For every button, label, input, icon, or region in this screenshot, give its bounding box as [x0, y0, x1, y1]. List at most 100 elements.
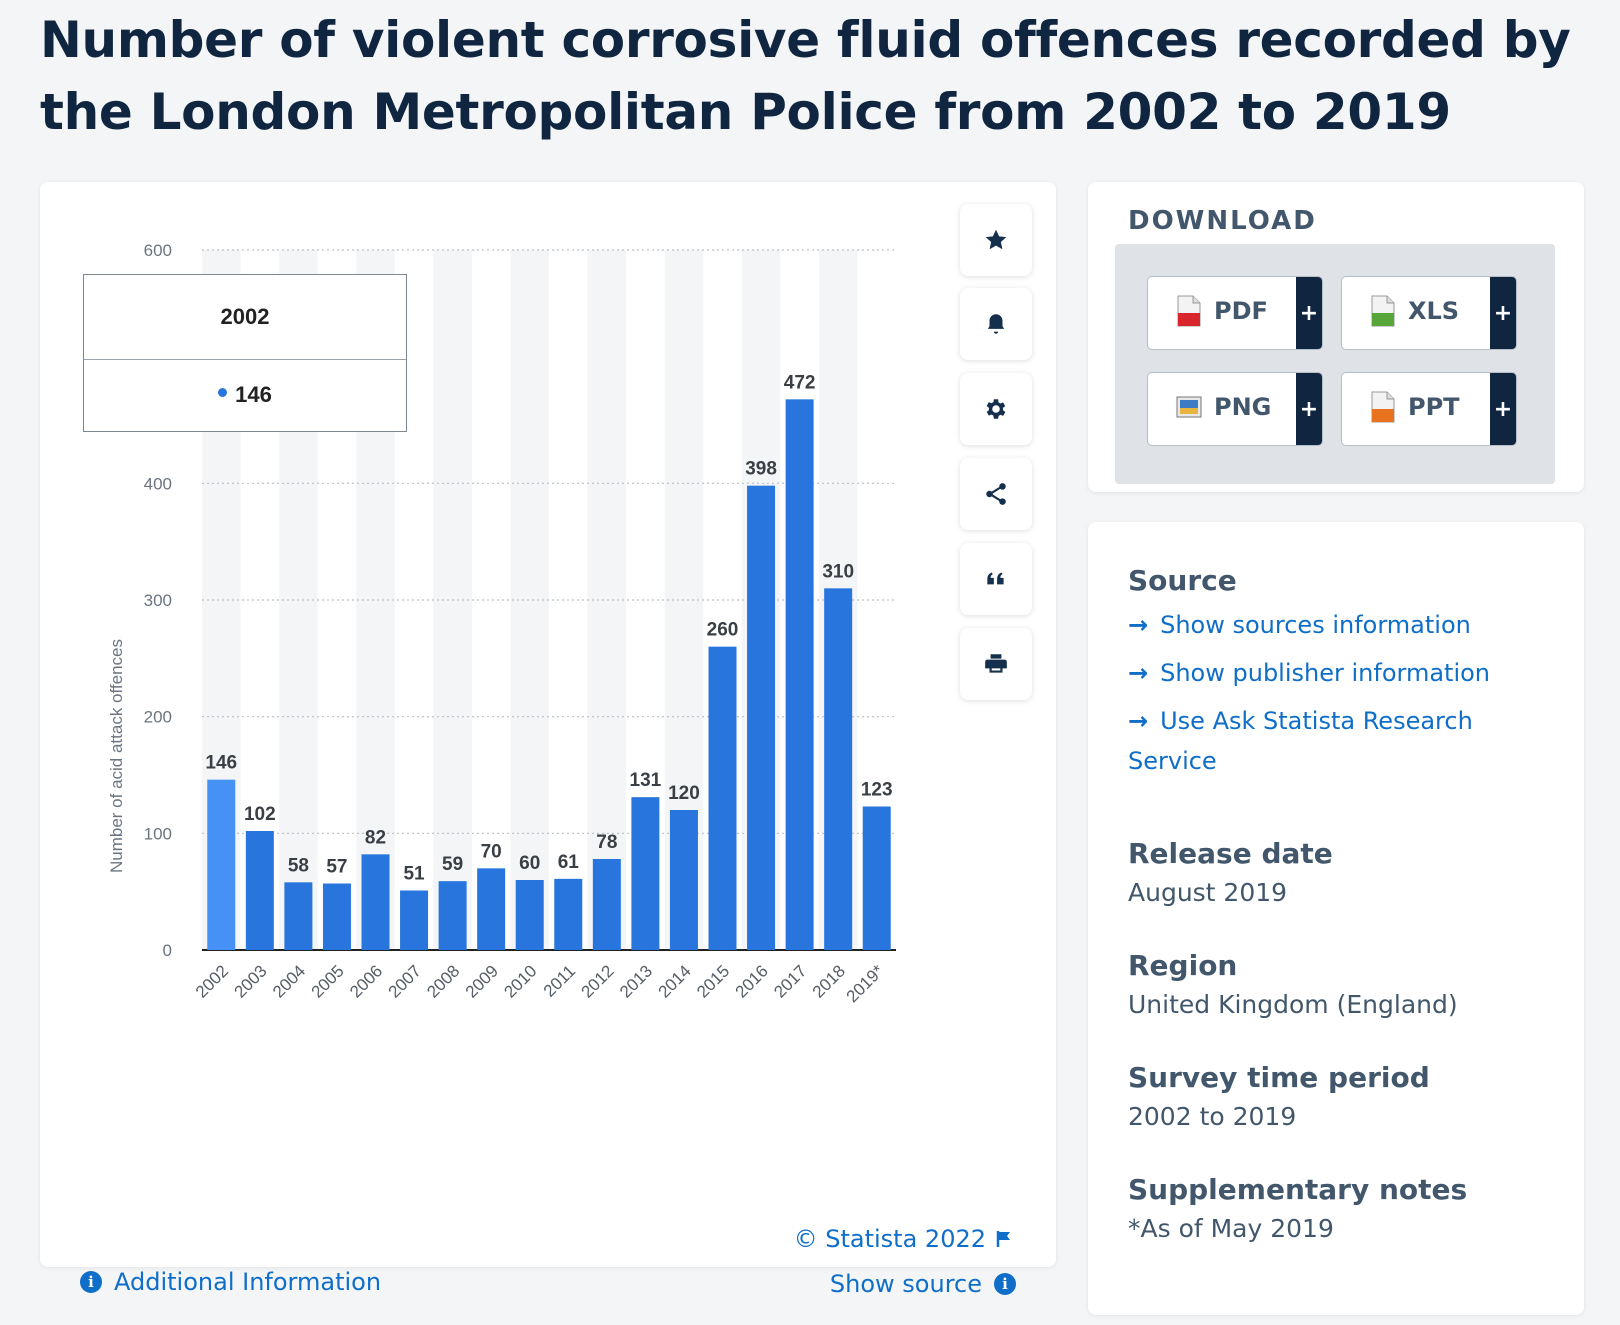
- notes-label: Supplementary notes: [1128, 1173, 1468, 1206]
- ask-statista-text: Use Ask Statista Research Service: [1128, 707, 1473, 775]
- bar-value-label: 102: [244, 804, 276, 825]
- x-tick-label: 2003: [230, 961, 270, 1001]
- bar-value-label: 51: [403, 864, 425, 885]
- x-tick-label: 2013: [616, 961, 656, 1001]
- png-file-icon: [1176, 396, 1202, 418]
- bar-value-label: 57: [326, 857, 347, 878]
- png-plus[interactable]: +: [1296, 373, 1322, 445]
- bar: [284, 882, 313, 950]
- pdf-plus[interactable]: +: [1296, 277, 1322, 349]
- notification-button[interactable]: [960, 288, 1032, 360]
- info-icon: i: [994, 1273, 1016, 1295]
- chart-card: 0 100 200 300 400 600 Number of acid attack of…: [40, 182, 1056, 1298]
- pdf-file-icon: [1177, 295, 1201, 327]
- notes-section: Supplementary notes *As of May 2019: [1128, 1173, 1558, 1243]
- x-tick-label: 2015: [693, 961, 733, 1001]
- y-tick-label: 400: [144, 474, 172, 493]
- bell-icon: [987, 314, 1005, 334]
- download-xls-button[interactable]: XLS +: [1341, 276, 1517, 350]
- ppt-file-icon: [1371, 391, 1395, 423]
- survey-value: 2002 to 2019: [1128, 1102, 1297, 1131]
- x-tick-label: 2018: [809, 961, 849, 1001]
- copyright[interactable]: © Statista 2022: [794, 1225, 1012, 1253]
- copyright-text: © Statista 2022: [793, 1225, 986, 1253]
- y-tick-label: 0: [163, 941, 172, 960]
- survey-section: Survey time period 2002 to 2019: [1128, 1061, 1558, 1131]
- notes-value: *As of May 2019: [1128, 1214, 1334, 1243]
- x-tick-label: 2012: [577, 961, 617, 1001]
- y-tick-label: 600: [144, 241, 172, 260]
- share-button[interactable]: [960, 458, 1032, 530]
- share-icon: [986, 483, 1006, 505]
- settings-button[interactable]: [960, 373, 1032, 445]
- download-ppt-button[interactable]: PPT +: [1341, 372, 1517, 446]
- bar-value-label: 60: [519, 853, 540, 874]
- bar: [824, 588, 853, 950]
- flag-icon: [996, 1231, 1010, 1247]
- bar: [477, 868, 506, 950]
- bar: [322, 883, 351, 950]
- additional-information-link[interactable]: i Additional Information: [80, 1268, 381, 1296]
- show-source-link[interactable]: Show source i: [830, 1270, 1016, 1298]
- cite-button[interactable]: [960, 543, 1032, 615]
- bar-value-label: 58: [288, 855, 309, 876]
- x-tick-label: 2016: [732, 961, 772, 1001]
- metadata-card: Source → Show sources information → Show p…: [1088, 522, 1584, 1315]
- ppt-label: PPT: [1408, 393, 1460, 421]
- bar: [361, 854, 390, 950]
- bar-value-label: 146: [205, 753, 237, 774]
- download-pdf-button[interactable]: PDF +: [1147, 276, 1323, 350]
- download-png-button[interactable]: PNG +: [1147, 372, 1323, 446]
- bar: [592, 859, 621, 950]
- x-tick-label: 2007: [385, 961, 425, 1001]
- png-label: PNG: [1214, 393, 1272, 421]
- bar: [207, 779, 236, 950]
- source-label: Source: [1128, 564, 1237, 597]
- page-title: Number of violent corrosive fluid offenc…: [40, 11, 1571, 141]
- y-tick-label: 100: [144, 824, 172, 843]
- favorite-button[interactable]: [960, 204, 1032, 276]
- release-label: Release date: [1128, 837, 1333, 870]
- bar-value-label: 398: [745, 459, 777, 480]
- bar: [708, 646, 737, 950]
- bar-value-label: 310: [822, 561, 854, 582]
- download-panel: PDF + XLS + PNG +: [1115, 244, 1555, 484]
- show-sources-link[interactable]: → Show sources information: [1128, 605, 1558, 645]
- bar-value-label: 120: [668, 783, 700, 804]
- release-section: Release date August 2019: [1128, 837, 1558, 907]
- x-tick-label: 2017: [770, 961, 810, 1001]
- quote-icon: [987, 572, 1004, 585]
- x-tick-label: 2011: [540, 961, 579, 1000]
- x-tick-label: 2005: [308, 961, 348, 1001]
- print-icon: [985, 654, 1007, 673]
- download-heading: DOWNLOAD: [1128, 206, 1317, 236]
- arrow-right-icon: →: [1128, 611, 1149, 639]
- xls-plus[interactable]: +: [1490, 277, 1516, 349]
- ppt-plus[interactable]: +: [1490, 373, 1516, 445]
- x-tick-label: 2014: [655, 961, 695, 1001]
- bar-value-label: 78: [596, 832, 617, 853]
- region-value: United Kingdom (England): [1128, 990, 1458, 1019]
- ask-statista-link[interactable]: → Use Ask Statista Research Service: [1128, 701, 1558, 781]
- bar: [438, 881, 467, 950]
- x-tick-label: 2019*: [843, 961, 888, 1006]
- show-publisher-text: Show publisher information: [1160, 659, 1491, 687]
- bar: [862, 806, 891, 950]
- bar-value-label: 131: [630, 770, 662, 791]
- bar: [669, 810, 698, 950]
- bar-value-label: 123: [861, 780, 893, 801]
- additional-information-text: Additional Information: [114, 1268, 382, 1296]
- x-tick-label: 2010: [500, 961, 540, 1001]
- y-tick-label: 200: [144, 708, 172, 727]
- chart-tooltip: 2002 146: [83, 274, 407, 432]
- y-tick-label: 300: [144, 591, 172, 610]
- xls-file-icon: [1371, 295, 1395, 327]
- tooltip-value: 146: [235, 382, 272, 407]
- x-tick-label: 2004: [269, 961, 309, 1001]
- download-card: DOWNLOAD PDF + XLS +: [1088, 182, 1584, 492]
- bar: [400, 890, 429, 950]
- x-tick-label: 2002: [192, 961, 232, 1001]
- show-publisher-link[interactable]: → Show publisher information: [1128, 653, 1558, 693]
- print-button[interactable]: [960, 628, 1032, 700]
- bar: [245, 831, 274, 950]
